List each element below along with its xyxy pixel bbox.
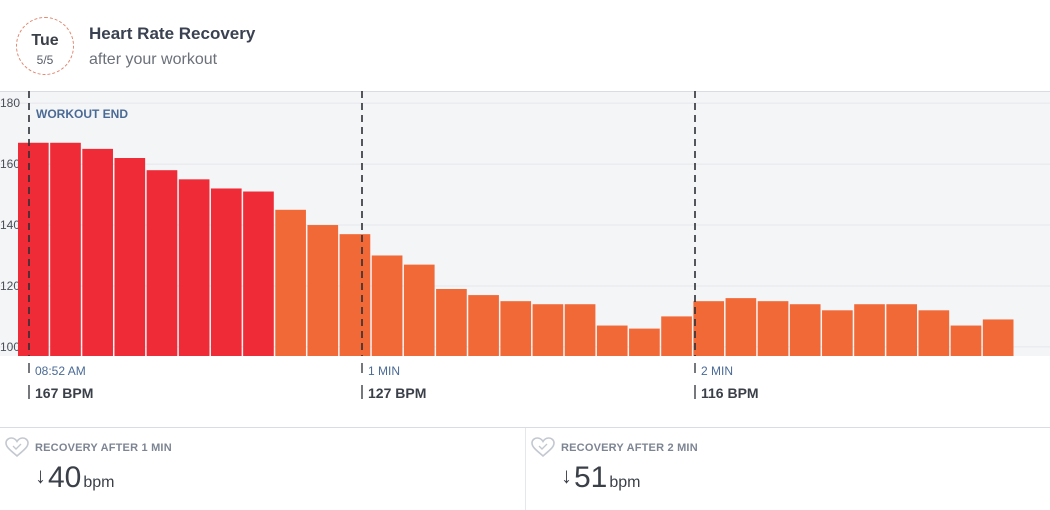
marker-time-label: 2 MIN <box>701 364 733 378</box>
recovery-1-min-number: 40 <box>48 461 82 494</box>
marker-bpm-label: 127 BPM <box>368 385 426 401</box>
bar-recovery <box>886 304 918 356</box>
header: Tue 5/5 Heart Rate Recovery after your w… <box>0 0 1050 92</box>
y-tick-label: 140 <box>0 218 20 232</box>
bar-recovery <box>789 304 821 356</box>
bar-workout <box>82 148 113 356</box>
bar-recovery <box>371 255 403 356</box>
recovery-1-min: RECOVERY AFTER 1 MIN ↓40 bpm <box>0 428 524 510</box>
recovery-2-min-value: ↓51 bpm <box>561 461 641 495</box>
bar-recovery <box>629 328 660 356</box>
recovery-2-min-label: RECOVERY AFTER 2 MIN <box>561 442 698 454</box>
bar-recovery <box>596 325 628 356</box>
bar-recovery <box>468 295 499 356</box>
bar-workout <box>18 142 49 356</box>
bar-workout <box>210 188 242 356</box>
bar-recovery <box>339 234 371 356</box>
date-day: Tue <box>31 32 59 49</box>
y-tick-label: 160 <box>0 157 20 171</box>
bar-recovery <box>725 298 757 356</box>
bar-workout <box>178 179 210 356</box>
date-number: 5/5 <box>36 53 54 67</box>
page-title: Heart Rate Recovery <box>89 24 256 43</box>
bar-workout <box>50 142 81 356</box>
marker-time-label: 08:52 AM <box>35 364 86 378</box>
bar-recovery <box>564 304 596 356</box>
arrow-down-icon: ↓ <box>35 463 46 488</box>
bar-recovery <box>307 225 339 356</box>
recovery-1-min-value: ↓40 bpm <box>35 461 115 495</box>
recovery-2-min-number: 51 <box>574 461 608 494</box>
bar-workout <box>114 158 146 356</box>
recovery-2-min-unit: bpm <box>609 474 641 491</box>
bar-recovery <box>532 304 564 356</box>
page-subtitle: after your workout <box>89 51 218 68</box>
y-tick-label: 120 <box>0 279 20 293</box>
bar-workout <box>146 170 178 356</box>
bar-recovery <box>757 301 789 356</box>
bar-recovery <box>854 304 885 356</box>
heart-outline-icon <box>531 437 555 458</box>
marker-bpm-label: 167 BPM <box>35 385 93 401</box>
recovery-1-min-unit: bpm <box>83 474 115 491</box>
bar-recovery <box>693 301 725 356</box>
bar-recovery <box>275 209 306 356</box>
marker-bpm-label: 116 BPM <box>701 385 759 401</box>
date-badge: Tue 5/5 <box>16 17 74 75</box>
heart-outline-icon <box>5 437 29 458</box>
recovery-2-min: RECOVERY AFTER 2 MIN ↓51 bpm <box>525 428 1050 510</box>
bar-recovery <box>661 316 692 356</box>
recovery-1-min-label: RECOVERY AFTER 1 MIN <box>35 442 172 454</box>
bar-recovery <box>436 288 467 356</box>
workout-end-label: WORKOUT END <box>36 107 128 121</box>
bar-recovery <box>500 301 532 356</box>
bar-workout <box>243 191 274 356</box>
bar-recovery <box>822 310 853 356</box>
bar-recovery <box>982 319 1014 356</box>
bar-recovery <box>918 310 950 356</box>
heart-rate-chart: 100 120 140 160 180 08:52 AM 167 BPM 1 MIN 127 B… <box>0 91 1050 427</box>
recovery-stats: RECOVERY AFTER 1 MIN ↓40 bpm RECOVERY AFT… <box>0 427 1050 510</box>
bar-recovery <box>950 325 982 356</box>
arrow-down-icon: ↓ <box>561 463 572 488</box>
y-tick-label: 180 <box>0 96 20 110</box>
marker-time-label: 1 MIN <box>368 364 400 378</box>
y-tick-label: 100 <box>0 340 20 354</box>
bar-recovery <box>403 264 435 356</box>
heart-rate-chart-svg: 100 120 140 160 180 08:52 AM 167 BPM 1 MIN 127 B… <box>0 91 1050 401</box>
